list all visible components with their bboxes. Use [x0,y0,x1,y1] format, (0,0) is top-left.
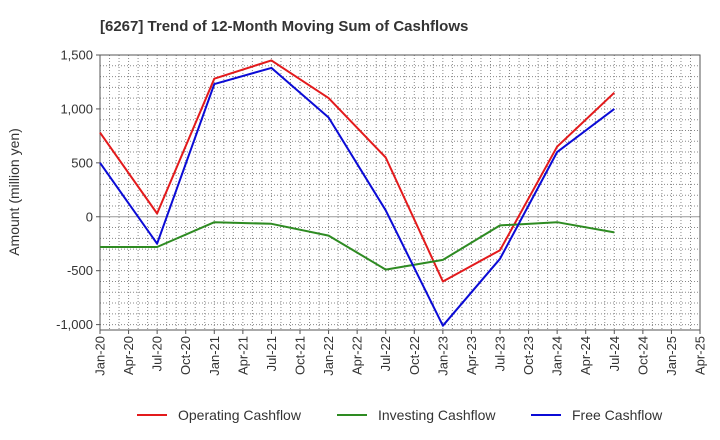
series-line-operating-cashflow [99,59,615,283]
y-axis-ticks: -1,000 -500 0 500 1,000 1,500 [56,48,100,332]
series-lines [99,59,615,327]
x-tick-label: Apr-22 [350,336,365,375]
y-tick-label: -1,000 [56,317,93,332]
x-tick-label: Oct-24 [635,336,650,375]
x-tick-label: Jul-24 [607,336,622,371]
series-line-investing-cashflow [100,221,615,271]
legend-label: Investing Cashflow [378,407,496,423]
plot-area-frame [99,54,701,331]
legend-label: Operating Cashflow [178,407,302,423]
legend-label: Free Cashflow [572,407,663,423]
legend: Operating Cashflow Investing Cashflow Free… [137,407,663,423]
x-tick-label: Jul-21 [264,336,279,371]
x-tick-label: Jan-23 [435,336,450,376]
x-tick-label: Apr-23 [464,336,479,375]
x-tick-label: Jul-23 [493,336,508,371]
x-tick-label: Jan-20 [93,336,108,376]
y-tick-label: 500 [71,155,93,170]
x-tick-label: Apr-25 [693,336,708,375]
x-tick-label: Jan-25 [664,336,679,376]
y-tick-label: 0 [86,209,93,224]
y-tick-label: 1,000 [60,101,93,116]
x-tick-label: Jul-20 [150,336,165,371]
y-axis-label: Amount (million yen) [6,128,22,256]
x-axis-ticks: Jan-20 Apr-20 Jul-20 Oct-20 Jan-21 Apr-21 Jul-… [93,330,708,376]
x-tick-label: Apr-24 [578,336,593,375]
x-tick-label: Jul-22 [378,336,393,371]
y-tick-label: 1,500 [60,48,93,63]
x-tick-label: Oct-20 [178,336,193,375]
series-line-free-cashflow [99,66,615,327]
x-tick-label: Apr-20 [121,336,136,375]
x-tick-label: Apr-21 [235,336,250,375]
chart-title: [6267] Trend of 12-Month Moving Sum of C… [100,18,468,35]
x-tick-label: Oct-21 [293,336,308,375]
x-tick-label: Oct-23 [521,336,536,375]
y-tick-label: -500 [67,263,93,278]
x-tick-label: Jan-22 [321,336,336,376]
x-tick-label: Oct-22 [407,336,422,375]
x-tick-label: Jan-21 [207,336,222,376]
x-tick-label: Jan-24 [550,336,565,376]
